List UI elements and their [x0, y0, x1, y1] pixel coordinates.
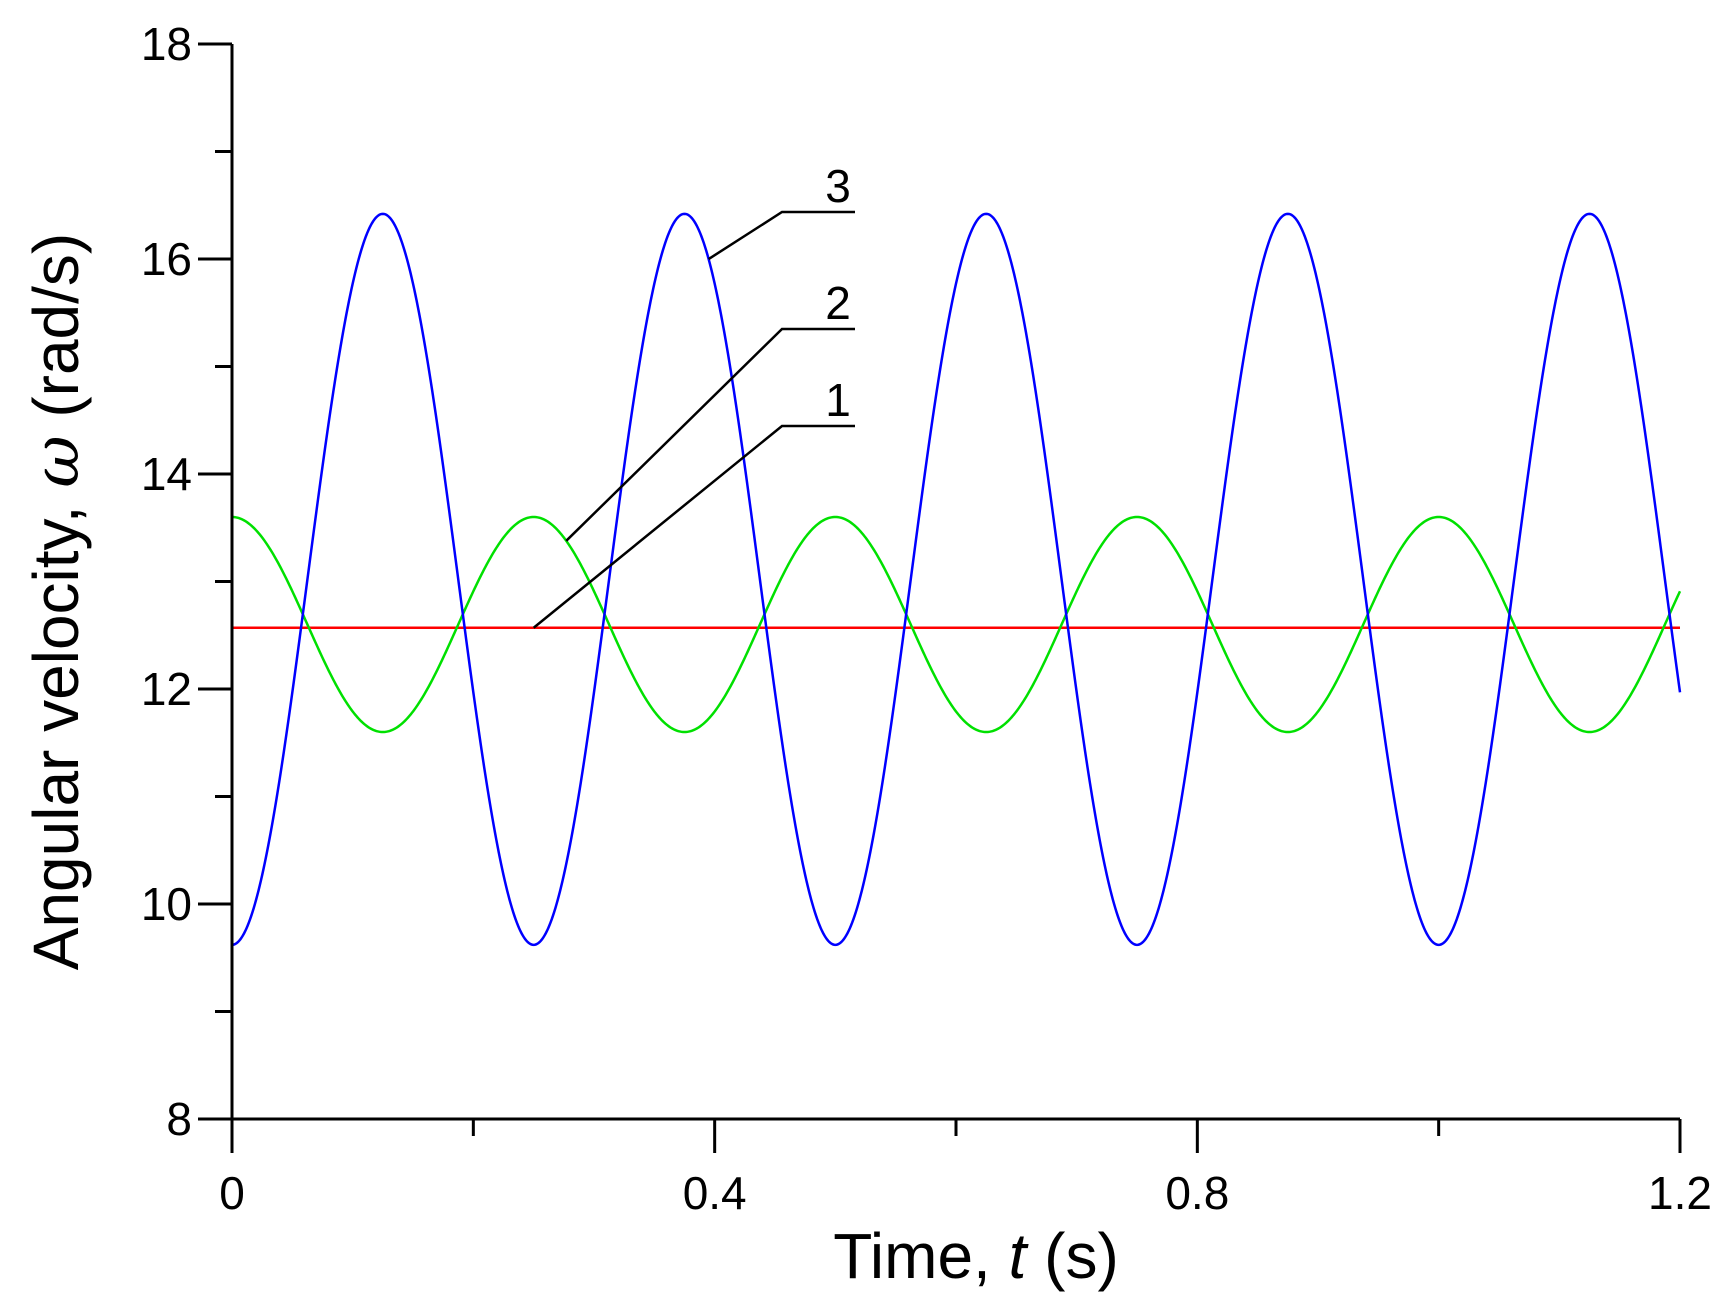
- x-tick-label: 0.4: [683, 1167, 747, 1219]
- curve-1-label: 1: [825, 374, 851, 426]
- curve-2-leader: [565, 327, 855, 542]
- curve-label-leaders: 1 2 3: [532, 160, 855, 629]
- y-tick-label: 16: [141, 233, 192, 285]
- y-tick-label: 12: [141, 663, 192, 715]
- x-tick-label: 0.8: [1165, 1167, 1229, 1219]
- y-tick-label: 8: [166, 1093, 192, 1145]
- curve-3-label: 3: [825, 160, 851, 212]
- y-axis-title: Angular velocity, ω (rad/s): [20, 233, 94, 970]
- curve-2-label: 2: [825, 277, 851, 329]
- y-tick-label: 10: [141, 878, 192, 930]
- y-tick-label: 14: [141, 448, 192, 500]
- x-tick-label: 0: [219, 1167, 245, 1219]
- series-2-line: [231, 515, 1682, 734]
- curve-1-leader: [532, 424, 855, 629]
- series-3-line: [231, 212, 1682, 947]
- x-axis-title: Time, t (s): [833, 1220, 1119, 1292]
- y-tick-label: 18: [141, 18, 192, 70]
- series-layer: [231, 212, 1682, 947]
- x-tick-label: 1.2: [1648, 1167, 1712, 1219]
- curve-3-leader: [707, 210, 855, 261]
- axes: [230, 44, 1680, 1121]
